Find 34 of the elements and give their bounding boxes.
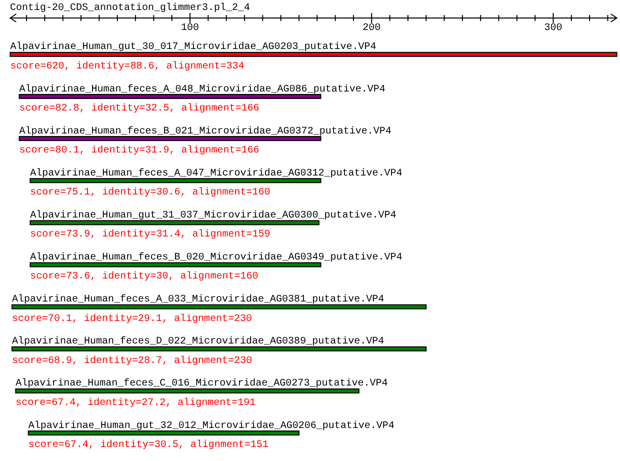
bar xyxy=(18,94,322,99)
y-tick-label: Alpavirinae_Human_feces_C_016_Microviridae_AG0273_putative.VP4 xyxy=(16,378,388,390)
y-tick-label: Alpavirinae_Human_gut_32_012_Microviridae_AG0206_putative.VP4 xyxy=(28,420,394,432)
y-tick-label: Alpavirinae_Human_gut_31_037_Microviridae_AG0300_putative.VP4 xyxy=(30,209,396,222)
annotation: score=70.1, identity=29.1, alignment=230 xyxy=(12,312,252,325)
annotation: score=73.9, identity=31.4, alignment=159 xyxy=(30,228,270,241)
y-tick-label: Alpavirinae_Human_feces_B_021_Microviridae_AG0372_putative.VP4 xyxy=(19,125,392,138)
annotation: score=80.1, identity=31.9, alignment=166 xyxy=(19,144,260,157)
bar xyxy=(18,136,322,142)
y-tick-label: Alpavirinae_Human_feces_A_033_Microviridae_AG0381_putative.VP4 xyxy=(12,294,384,306)
annotation: score=73.6, identity=30, alignment=160 xyxy=(30,270,258,283)
bar xyxy=(30,262,322,268)
annotation: score=68.9, identity=28.7, alignment=230 xyxy=(12,354,252,367)
bar xyxy=(28,430,300,436)
y-tick-label: Alpavirinae_Human_feces_B_020_Microviridae_AG0349_putative.VP4 xyxy=(30,252,402,264)
x-tick-label: 100 xyxy=(180,23,200,34)
annotation: score=67.4, identity=30.5, alignment=151 xyxy=(28,439,268,451)
bar xyxy=(12,346,427,352)
y-tick-label: Alpavirinae_Human_gut_30_017_Microviridae_AG0203_putative.VP4 xyxy=(10,41,376,54)
bar xyxy=(12,304,427,310)
chart-title: Contig-20_CDS_annotation_glimmer3.pl_2_4 xyxy=(10,2,250,14)
bar xyxy=(30,178,322,184)
y-tick-label: Alpavirinae_Human_feces_A_047_Microviridae_AG0312_putative.VP4 xyxy=(30,167,402,180)
annotation: score=620, identity=88.6, alignment=334 xyxy=(10,60,244,72)
y-tick-label: Alpavirinae_Human_feces_A_048_Microviridae_AG086_putative.VP4 xyxy=(19,83,386,96)
annotation: score=82.8, identity=32.5, alignment=166 xyxy=(19,102,260,114)
bar xyxy=(10,52,618,57)
bar xyxy=(15,388,360,394)
annotation: score=67.4, identity=27.2, alignment=191 xyxy=(16,396,256,409)
annotation: score=75.1, identity=30.6, alignment=160 xyxy=(30,186,270,199)
x-tick-label: 300 xyxy=(544,23,562,34)
y-tick-label: Alpavirinae_Human_feces_D_022_Microviridae_AG0389_putative.VP4 xyxy=(12,336,384,348)
bar xyxy=(30,220,320,226)
x-tick-label: 200 xyxy=(362,23,381,34)
